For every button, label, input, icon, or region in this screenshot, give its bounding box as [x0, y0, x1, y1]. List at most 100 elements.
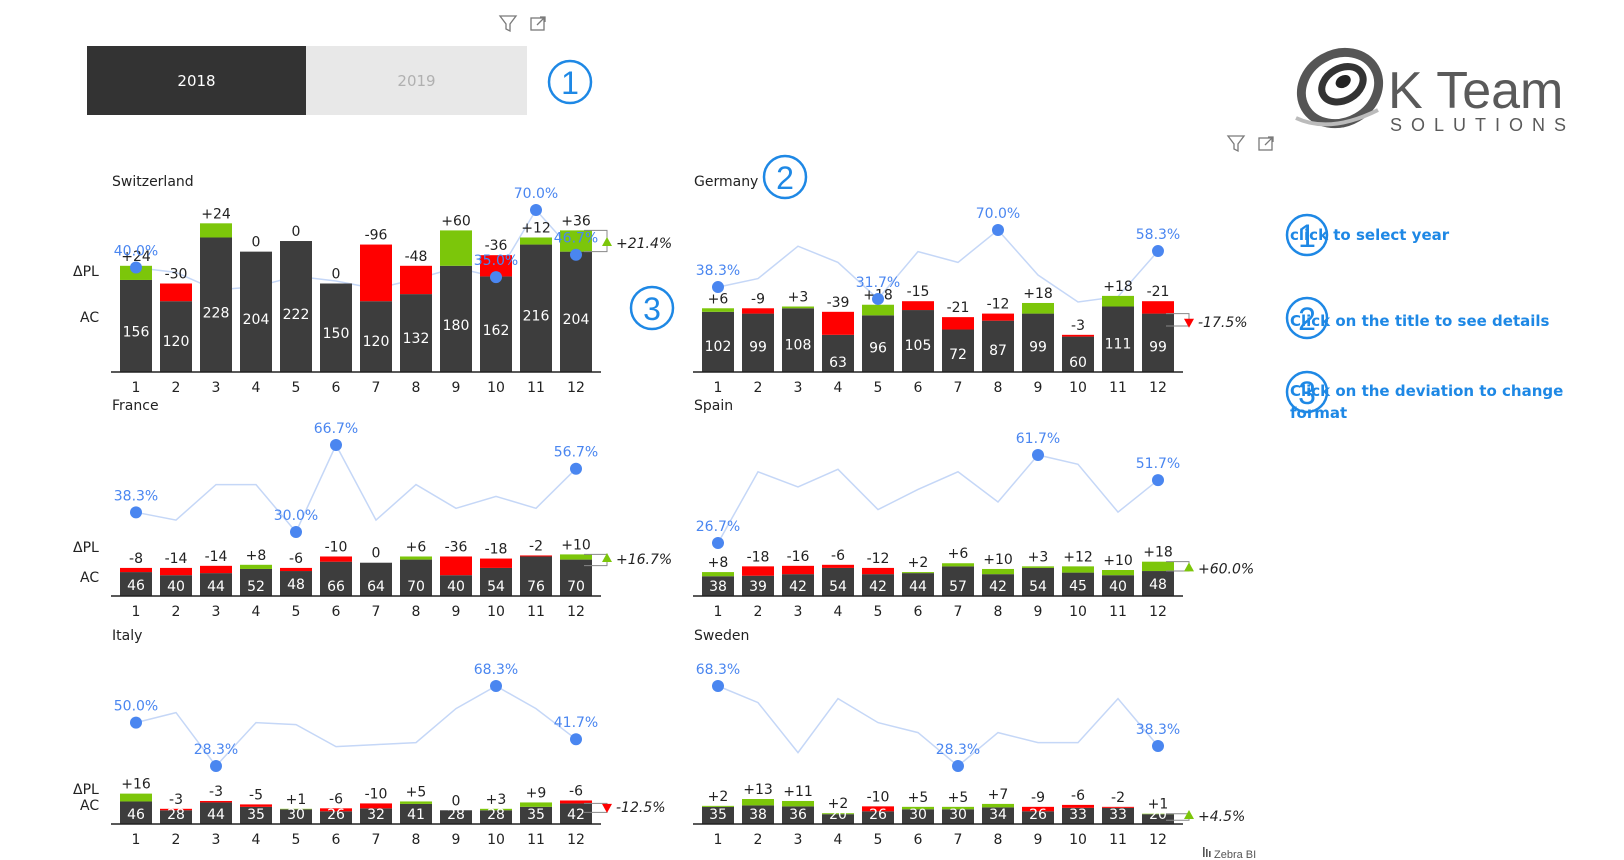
share-line [717, 454, 1159, 544]
deviation-label: -96 [365, 228, 388, 244]
category-label: 3 [794, 832, 803, 848]
category-label: 7 [372, 832, 381, 848]
row-label-delta: ΔPL [73, 264, 99, 280]
chart-title[interactable]: Spain [694, 398, 733, 414]
actual-bar [320, 811, 352, 824]
actual-value-label: 105 [905, 338, 932, 354]
deviation-label: +10 [983, 552, 1013, 568]
actual-value-label: 35 [247, 807, 265, 823]
deviation-bar [520, 555, 552, 557]
year-2019-button[interactable]: 2019 [306, 46, 527, 115]
deviation-label: +10 [1103, 553, 1133, 569]
actual-value-label: 26 [869, 807, 887, 823]
total-deviation[interactable]: +4.5% [1198, 809, 1245, 825]
actual-bar [822, 814, 854, 824]
total-deviation[interactable]: -17.5% [1198, 315, 1248, 331]
deviation-bar [160, 283, 192, 302]
total-deviation[interactable]: +21.4% [616, 236, 672, 252]
logo-swirl-icon [1295, 47, 1384, 129]
deviation-label: +36 [561, 213, 591, 229]
actual-value-label: 120 [363, 334, 390, 350]
actual-value-label: 39 [749, 579, 767, 595]
deviation-bar [1022, 806, 1054, 812]
deviation-label: +10 [561, 537, 591, 553]
deviation-label: -12 [987, 297, 1010, 313]
deviation-bar [862, 567, 894, 575]
deviation-label: +5 [406, 784, 427, 800]
category-label: 12 [567, 832, 585, 848]
deviation-label: +3 [788, 290, 809, 306]
chart-title[interactable]: Switzerland [112, 174, 194, 190]
filter-icon[interactable] [1226, 135, 1246, 153]
chart-title[interactable]: France [112, 398, 159, 414]
category-label: 4 [252, 380, 261, 396]
share-point [290, 526, 302, 538]
category-label: 7 [954, 380, 963, 396]
actual-bar [400, 803, 432, 824]
share-point [330, 439, 342, 451]
hint-deviation-format: Click on the deviation to change format [1290, 382, 1564, 422]
actual-bar [120, 279, 152, 372]
deviation-bar [702, 572, 734, 577]
deviation-bar [1102, 570, 1134, 576]
focus-mode-icon[interactable] [530, 16, 546, 31]
chart-title[interactable]: Germany [694, 174, 758, 190]
category-label: 6 [332, 380, 341, 396]
share-label: 51.7% [1136, 456, 1180, 472]
category-label: 9 [1034, 832, 1043, 848]
category-label: 12 [1149, 380, 1167, 396]
deviation-label: -5 [249, 787, 263, 803]
actual-value-label: 111 [1105, 337, 1132, 353]
deviation-label: -14 [165, 551, 188, 567]
deviation-label: -36 [485, 238, 508, 254]
share-label: 26.7% [696, 519, 740, 535]
category-label: 8 [412, 604, 421, 620]
actual-value-label: 28 [167, 807, 185, 823]
deviation-label: -6 [569, 783, 583, 799]
actual-value-label: 38 [709, 579, 727, 595]
deviation-label: -9 [751, 291, 765, 307]
deviation-bar [560, 230, 592, 252]
deviation-bar [1142, 561, 1174, 572]
actual-value-label: 42 [869, 579, 887, 595]
actual-value-label: 87 [989, 343, 1007, 359]
deviation-bar [1102, 806, 1134, 808]
category-label: 10 [1069, 380, 1087, 396]
deviation-bar [702, 805, 734, 807]
category-label: 9 [452, 604, 461, 620]
actual-bar [782, 308, 814, 372]
actual-bar [400, 294, 432, 372]
actual-value-label: 48 [287, 577, 305, 593]
total-deviation[interactable]: +60.0% [1198, 561, 1254, 577]
category-label: 5 [874, 832, 883, 848]
actual-value-label: 162 [483, 323, 510, 339]
total-deviation[interactable]: +16.7% [616, 552, 672, 568]
chart-title[interactable]: Sweden [694, 628, 749, 644]
deviation-label: +6 [708, 291, 729, 307]
deviation-bar [1062, 334, 1094, 337]
total-deviation[interactable]: -12.5% [616, 800, 666, 816]
chart-title[interactable]: Italy [112, 628, 142, 644]
actual-value-label: 36 [789, 807, 807, 823]
actual-bar [240, 806, 272, 824]
deviation-label: +6 [406, 539, 427, 555]
deviation-label: +12 [1063, 549, 1093, 565]
actual-value-label: 204 [243, 312, 270, 328]
category-label: 1 [714, 380, 723, 396]
actual-bar [942, 329, 974, 372]
filter-icon[interactable] [498, 15, 518, 33]
category-label: 3 [212, 604, 221, 620]
year-2018-button[interactable]: 2018 [87, 46, 306, 115]
actual-value-label: 54 [1029, 579, 1047, 595]
focus-mode-icon[interactable] [1258, 136, 1274, 151]
share-label: 66.7% [314, 421, 358, 437]
category-label: 10 [1069, 604, 1087, 620]
share-label: 58.3% [1136, 227, 1180, 243]
chart-spain: Spain 38 +8 1 39 -18 2 42 -16 3 54 -6 4 42 -12 5 44 +2 6 57… [693, 398, 1254, 620]
actual-bar [360, 562, 392, 596]
deviation-label: -3 [209, 784, 223, 800]
small-multiples: SwitzerlandΔPLAC156+241120-302228+243204… [73, 174, 1254, 848]
category-label: 3 [794, 380, 803, 396]
deviation-label: -8 [129, 551, 143, 567]
row-label-delta: ΔPL [73, 782, 99, 798]
